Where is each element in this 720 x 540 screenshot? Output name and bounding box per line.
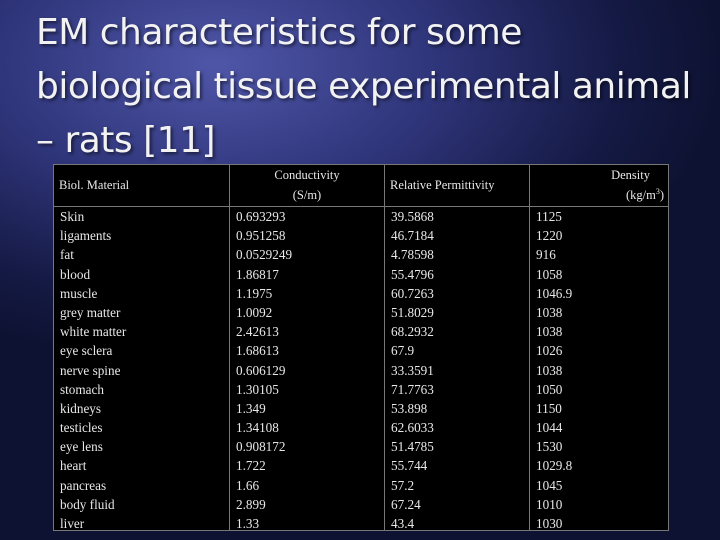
cell-permittivity: 33.3591 — [391, 362, 434, 378]
tissue-table: Biol. Material Conductivity (S/m) Relati… — [53, 164, 669, 531]
cell-material: white matter — [60, 324, 127, 340]
cell-conductivity: 2.899 — [236, 496, 266, 512]
cell-density: 1038 — [536, 362, 563, 378]
cell-density: 1030 — [536, 516, 563, 531]
cell-conductivity: 1.86817 — [236, 266, 279, 282]
cell-density: 1010 — [536, 496, 563, 512]
header-density-unit: (kg/m3) — [626, 185, 664, 205]
cell-permittivity: 39.5868 — [391, 209, 434, 224]
cell-conductivity: 1.34108 — [236, 420, 279, 436]
cell-density: 916 — [536, 247, 556, 263]
cell-density: 1038 — [536, 324, 563, 340]
cell-conductivity: 0.908172 — [236, 439, 286, 455]
cell-permittivity: 51.8029 — [391, 304, 434, 320]
cell-material: fat — [60, 247, 74, 263]
cell-permittivity: 71.7763 — [391, 381, 434, 397]
cell-density: 1220 — [536, 228, 563, 244]
cell-density: 1046.9 — [536, 285, 573, 301]
cell-material: nerve spine — [60, 362, 121, 378]
density-unit-sup: 3 — [655, 186, 660, 196]
density-unit-prefix: (kg/m — [625, 188, 656, 202]
header-density-label: Density — [611, 168, 650, 182]
cell-material: testicles — [60, 420, 103, 436]
cell-material: body fluid — [60, 496, 115, 512]
header-conductivity-unit: (S/m) — [292, 188, 322, 202]
cell-material: grey matter — [60, 304, 121, 320]
cell-permittivity: 55.744 — [391, 458, 428, 474]
cell-permittivity: 67.9 — [391, 343, 415, 359]
cell-conductivity: 1.349 — [236, 400, 266, 416]
cell-conductivity: 2.42613 — [236, 324, 279, 340]
slide-title: EM characteristics for some biological t… — [36, 12, 691, 161]
cell-permittivity: 43.4 — [391, 516, 415, 531]
cell-conductivity: 1.0092 — [236, 304, 273, 320]
density-unit-suffix: ) — [659, 188, 664, 202]
header-material: Biol. Material — [53, 164, 230, 207]
cell-permittivity: 51.4785 — [391, 439, 434, 455]
header-density: Density (kg/m3) — [530, 164, 669, 207]
cell-permittivity: 67.24 — [391, 496, 421, 512]
cell-material: pancreas — [60, 477, 107, 493]
cell-density: 1058 — [536, 266, 563, 282]
cell-material: eye lens — [60, 439, 103, 455]
cell-permittivity: 4.78598 — [391, 247, 434, 263]
cell-permittivity: 57.2 — [391, 477, 415, 493]
header-conductivity: Conductivity (S/m) — [230, 164, 385, 207]
cell-density: 1530 — [536, 439, 563, 455]
column-density: 1125 1220 916 1058 1046.9 1038 1038 1026 1038 105… — [530, 207, 669, 531]
cell-material: blood — [60, 266, 91, 282]
cell-density: 1125 — [536, 209, 562, 224]
cell-conductivity: 0.606129 — [236, 362, 286, 378]
cell-conductivity: 0.693293 — [236, 209, 286, 224]
cell-conductivity: 1.30105 — [236, 381, 279, 397]
cell-density: 1038 — [536, 304, 563, 320]
cell-material: ligaments — [60, 228, 112, 244]
cell-density: 1050 — [536, 381, 563, 397]
column-material: Skin ligaments fat blood muscle grey matter wh… — [53, 207, 230, 531]
cell-density: 1026 — [536, 343, 563, 359]
column-permittivity: 39.5868 46.7184 4.78598 55.4796 60.7263 51.80… — [385, 207, 530, 531]
table-header-row: Biol. Material Conductivity (S/m) Relati… — [53, 164, 669, 207]
cell-density: 1029.8 — [536, 458, 573, 474]
header-material-label: Biol. Material — [59, 178, 130, 192]
cell-material: kidneys — [60, 400, 102, 416]
cell-permittivity: 46.7184 — [391, 228, 434, 244]
cell-permittivity: 53.898 — [391, 400, 428, 416]
cell-permittivity: 62.6033 — [391, 420, 434, 436]
column-conductivity: 0.693293 0.951258 0.0529249 1.86817 1.1975 1.… — [230, 207, 385, 531]
cell-conductivity: 0.951258 — [236, 228, 286, 244]
cell-material: muscle — [60, 285, 98, 301]
cell-permittivity: 55.4796 — [391, 266, 434, 282]
cell-density: 1044 — [536, 420, 563, 436]
cell-material: stomach — [60, 381, 104, 397]
cell-permittivity: 68.2932 — [391, 324, 434, 340]
cell-conductivity: 1.722 — [236, 458, 266, 474]
cell-material: heart — [60, 458, 87, 474]
cell-conductivity: 1.33 — [236, 516, 260, 531]
cell-conductivity: 1.66 — [236, 477, 260, 493]
cell-material: eye sclera — [60, 343, 113, 359]
cell-conductivity: 0.0529249 — [236, 247, 293, 263]
cell-conductivity: 1.1975 — [236, 285, 273, 301]
cell-conductivity: 1.68613 — [236, 343, 279, 359]
cell-material: Skin — [60, 209, 85, 224]
cell-permittivity: 60.7263 — [391, 285, 434, 301]
cell-material: liver — [60, 516, 85, 531]
cell-density: 1045 — [536, 477, 563, 493]
cell-density: 1150 — [536, 400, 562, 416]
header-conductivity-label: Conductivity — [274, 168, 340, 182]
header-permittivity: Relative Permittivity — [385, 164, 530, 207]
header-permittivity-label: Relative Permittivity — [390, 178, 495, 192]
